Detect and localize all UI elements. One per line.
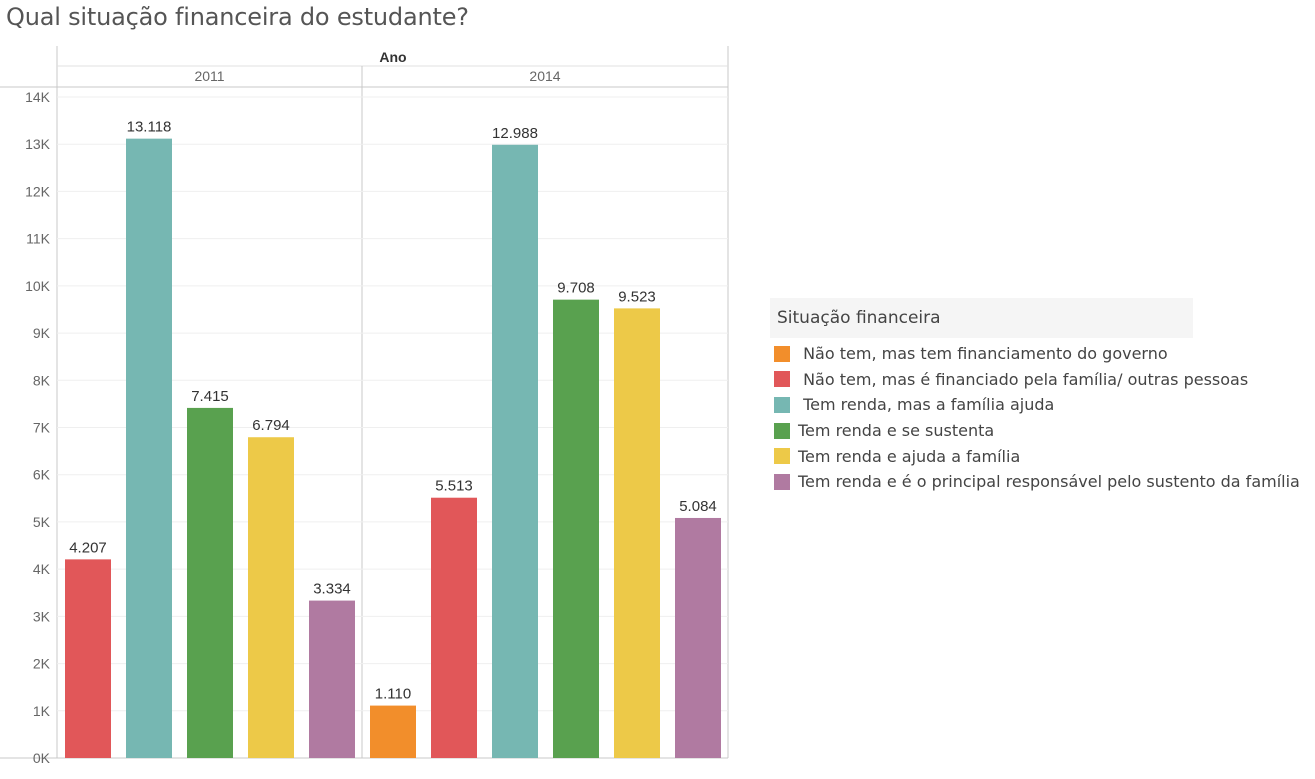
legend-label: Tem renda e se sustenta	[798, 421, 995, 441]
data-label-2014-1: 5.513	[435, 478, 473, 495]
y-tick-label: 6K	[33, 467, 51, 483]
y-tick-label: 10K	[25, 278, 51, 294]
legend-item: Tem renda e ajuda a família	[770, 443, 1300, 469]
data-label-2011-4: 6.794	[252, 417, 290, 434]
legend-swatch	[774, 473, 790, 490]
legend-item: Tem renda e se sustenta	[770, 418, 1300, 444]
bar-2011-1	[65, 559, 111, 758]
data-label-2011-5: 3.334	[313, 581, 351, 598]
legend-swatch	[774, 422, 790, 439]
legend-item: Tem renda e é o principal responsável pe…	[770, 469, 1300, 495]
y-tick-label: 3K	[33, 608, 51, 624]
y-tick-label: 9K	[33, 325, 51, 341]
legend-item: Não tem, mas é financiado pela família/ …	[770, 367, 1300, 393]
y-tick-label: 5K	[33, 514, 51, 530]
y-tick-label: 4K	[33, 561, 51, 577]
column-header: Ano	[379, 49, 406, 65]
y-tick-label: 14K	[25, 89, 51, 105]
y-tick-label: 12K	[25, 183, 51, 199]
data-label-2014-5: 5.084	[679, 498, 717, 515]
data-label-2011-3: 7.415	[191, 388, 229, 405]
legend-label: Tem renda, mas a família ajuda	[798, 395, 1055, 415]
bar-2014-4	[614, 308, 660, 758]
legend-label: Tem renda e ajuda a família	[798, 446, 1021, 466]
y-tick-label: 2K	[33, 656, 51, 672]
data-label-2014-3: 9.708	[557, 280, 595, 297]
y-tick-label: 7K	[33, 420, 51, 436]
y-tick-label: 1K	[33, 703, 51, 719]
data-label-2014-2: 12.988	[492, 125, 538, 142]
bar-2014-0	[370, 705, 416, 758]
legend-items: Não tem, mas tem financiamento do govern…	[770, 338, 1300, 495]
chart-title: Qual situação financeira do estudante?	[6, 3, 469, 31]
legend-item: Não tem, mas tem financiamento do govern…	[770, 341, 1300, 367]
legend-swatch	[774, 371, 790, 388]
panel-label-2014: 2014	[529, 68, 560, 84]
data-label-2014-4: 9.523	[618, 288, 656, 305]
legend-title: Situação financeira	[770, 298, 1193, 338]
legend-label: Não tem, mas é financiado pela família/ …	[798, 369, 1249, 389]
y-tick-label: 0K	[33, 750, 51, 766]
bar-2014-2	[492, 144, 538, 758]
y-tick-label: 13K	[25, 136, 51, 152]
legend-swatch	[774, 448, 790, 465]
legend-label: Não tem, mas tem financiamento do govern…	[798, 344, 1168, 364]
bar-2011-5	[309, 600, 355, 758]
bar-2011-2	[126, 138, 172, 758]
bar-2014-1	[431, 497, 477, 758]
bar-2014-3	[553, 299, 599, 758]
panel-label-2011: 2011	[194, 68, 224, 84]
legend-swatch	[774, 345, 790, 362]
bar-2014-5	[675, 517, 721, 758]
y-tick-label: 8K	[33, 372, 51, 388]
bar-chart: Ano 2011 2014 0K 1K 2K 3K 4K 5K 6K 7K 8K 9K 10K 11K 12K…	[0, 46, 729, 766]
bar-2011-3	[187, 407, 233, 758]
legend-item: Tem renda, mas a família ajuda	[770, 392, 1300, 418]
data-label-2014-0: 1.110	[375, 686, 411, 703]
y-tick-label: 11K	[26, 231, 51, 247]
bar-2011-4	[248, 437, 294, 758]
legend-swatch	[774, 396, 790, 413]
data-label-2011-1: 4.207	[69, 539, 107, 556]
legend: Situação financeira Não tem, mas tem fin…	[770, 298, 1300, 495]
legend-label: Tem renda e é o principal responsável pe…	[798, 472, 1300, 492]
data-label-2011-2: 13.118	[127, 119, 172, 136]
